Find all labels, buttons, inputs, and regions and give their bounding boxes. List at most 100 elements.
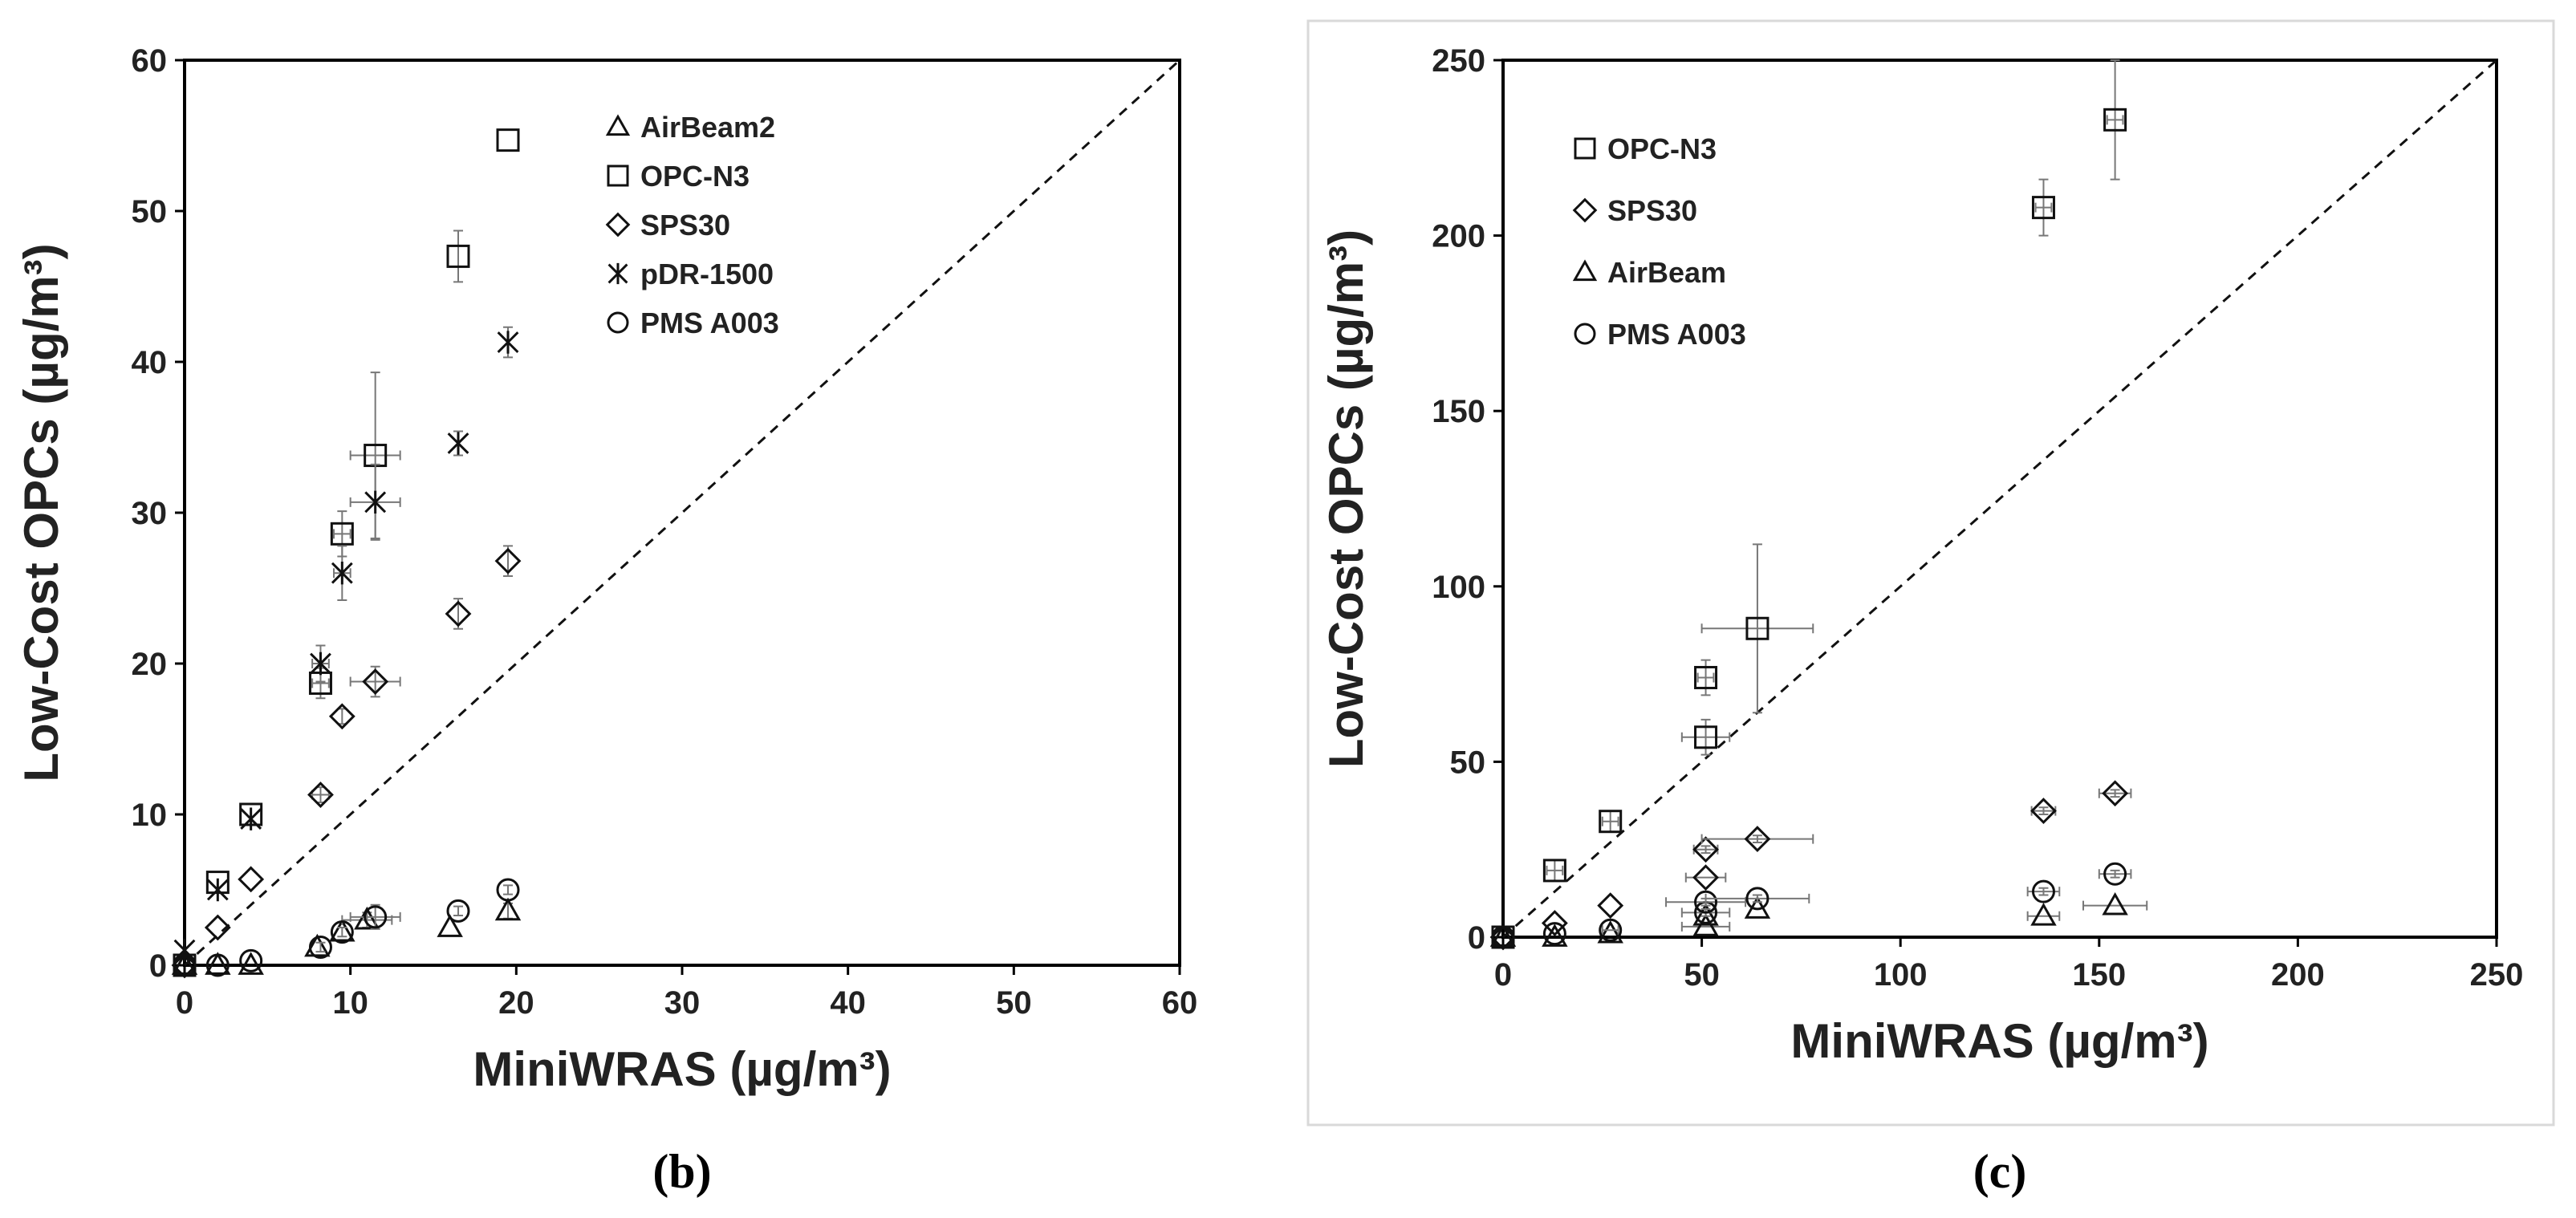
data-point [304,933,331,957]
y-error-bar [2110,869,2120,879]
y-tick-label: 150 [1432,394,1485,429]
data-point [354,906,380,930]
x-error-bar [1601,925,1619,936]
y-tick-label: 60 [132,43,168,79]
data-point [1745,887,1769,911]
data-point [173,953,197,977]
chart-c: 0 50 100 150 200 250 0 50 100 150 200 250 MiniWRAS (… [1319,43,2523,1198]
y-error-bar [337,927,347,938]
data-point [308,935,332,959]
data-point [171,952,198,975]
series-pms-a003 [1491,862,2132,949]
x-error-bar [1684,872,1727,883]
legend-label: AirBeam [1607,256,1726,289]
data-point [331,561,353,585]
y-tick-label: 10 [132,798,168,833]
data-point [1489,924,1517,947]
data-point [2102,891,2128,916]
series-sps30 [1489,780,2132,951]
data-point [238,952,264,975]
data-point [1692,836,1719,863]
data-point [364,905,388,929]
y-tick-label: 50 [132,194,168,229]
y-tick-label: 250 [1432,43,1485,79]
y-axis-title: Low-Cost OPCs (µg/m³) [1319,229,1373,768]
legend-label: AirBeam2 [640,111,775,144]
data-point [1692,903,1719,926]
series-pms-a003 [173,878,520,977]
y-error-bar [1752,894,1762,903]
legend-label: OPC-N3 [1607,132,1717,165]
legend-label: PMS A003 [1607,318,1746,351]
y-axis-title: Low-Cost OPCs (µg/m³) [14,243,68,782]
legend-marker [607,311,629,334]
data-point [1542,859,1566,883]
y-error-bar [2110,59,2120,181]
data-point [1542,922,1566,946]
x-axis-title: MiniWRAS (µg/m³) [473,1042,891,1096]
data-point [2103,108,2127,132]
legend-marker [1574,137,1596,160]
data-point [1692,864,1719,891]
y-error-bar [1752,834,1762,843]
y-error-bar [1700,845,1711,855]
data-point [446,244,470,268]
legend-marker [605,114,631,136]
legend-marker [1572,197,1598,223]
x-tick-label: 150 [2072,957,2126,993]
x-tick-label: 50 [1684,957,1720,993]
data-point [1694,665,1718,689]
data-point [238,866,265,893]
data-point [2030,798,2057,825]
y-error-bar [453,229,463,283]
legend-marker [605,212,631,238]
data-point [330,522,354,546]
y-error-bar [1700,659,1711,696]
y-error-bar [2038,806,2049,815]
data-point [494,547,522,574]
data-point [330,920,354,944]
data-point [2030,903,2057,926]
panel-label: (b) [652,1145,711,1198]
y-error-bar [503,884,513,895]
data-point [205,952,231,975]
one-to-one-line [183,59,1181,967]
data-point [494,897,522,921]
data-point [307,782,334,808]
x-error-bar [2026,911,2061,921]
data-point [204,914,231,941]
data-point [497,331,519,354]
data-point [1542,924,1568,947]
data-point [364,490,387,514]
x-error-bar [2082,900,2148,911]
data-point [239,948,263,972]
data-point [2031,196,2055,220]
x-tick-label: 250 [2470,957,2524,993]
data-point [437,914,463,937]
y-error-bar [2110,789,2120,798]
y-error-bar [370,903,380,930]
data-point [329,918,356,942]
data-point [447,432,469,455]
y-error-bar [2038,178,2049,237]
legend-marker [607,262,628,285]
data-point [1491,925,1515,949]
data-point [1541,910,1568,936]
legend-marker [1574,323,1596,345]
data-point [310,652,331,676]
data-point [206,878,229,902]
x-tick-label: 200 [2271,957,2325,993]
y-tick-label: 30 [132,496,168,531]
data-point [1694,725,1718,749]
y-error-bar [315,941,326,953]
series-pdr-1500 [173,326,519,962]
series-opc-n3 [173,128,520,977]
y-error-bar [453,905,463,916]
data-point [445,600,472,627]
y-tick-label: 200 [1432,219,1485,254]
data-point [205,953,230,977]
y-tick-label: 20 [132,647,168,682]
y-error-bar [2038,887,2049,896]
legend-label: SPS30 [1607,194,1697,227]
